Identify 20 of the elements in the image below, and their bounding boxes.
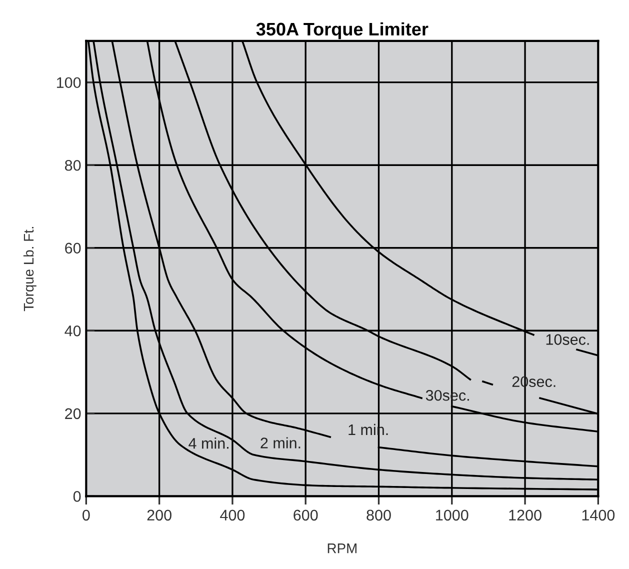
x-tick-label: 0: [82, 510, 90, 521]
x-tick-label: 400: [220, 510, 245, 521]
y-tick-label: 80: [64, 160, 81, 171]
y-tick-label: 60: [65, 242, 81, 254]
x-tick-label: 200: [147, 510, 172, 521]
y-tick-label: 100: [56, 77, 81, 88]
x-tick-label: 1400: [582, 510, 615, 521]
x-tick-label: 1000: [436, 510, 468, 521]
x-tick-label: 600: [294, 510, 318, 521]
y-tick-label: 0: [73, 491, 81, 502]
series-label: 2 min.: [260, 437, 300, 448]
x-axis-title: RPM: [328, 544, 356, 554]
series-label: 10sec.: [546, 334, 589, 345]
y-tick-label: 20: [65, 408, 81, 420]
series-label: 4 min.: [188, 438, 228, 449]
x-tick-label: 800: [366, 510, 391, 521]
chart-title: 350A Torque Limiter: [256, 22, 428, 40]
y-axis-title: Torque Lb. Ft.: [23, 226, 36, 312]
x-tick-label: 1200: [509, 510, 542, 521]
y-tick-label: 40: [64, 326, 81, 336]
